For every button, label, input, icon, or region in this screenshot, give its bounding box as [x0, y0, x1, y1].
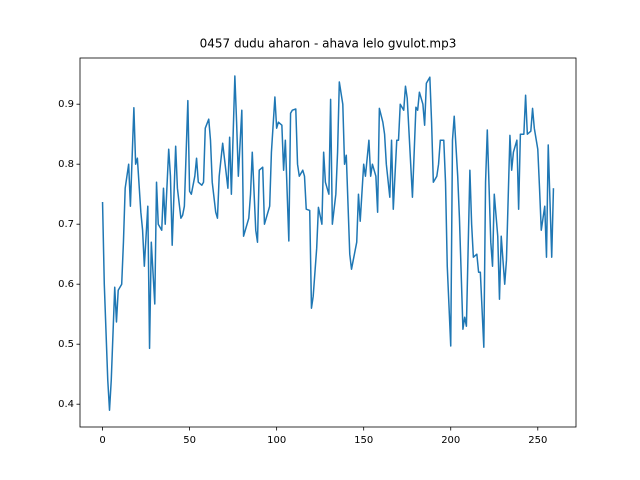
x-tick-label: 50: [183, 435, 196, 446]
x-tick-label: 200: [441, 435, 460, 446]
y-tick-label: 0.5: [58, 339, 74, 350]
plot-frame: [79, 57, 577, 428]
y-tick-label: 0.9: [58, 99, 74, 110]
y-tick-label: 0.6: [58, 279, 74, 290]
data-line: [101, 75, 555, 411]
y-tick-label: 0.7: [58, 219, 74, 230]
x-tick-label: 100: [267, 435, 286, 446]
x-tick-label: 250: [528, 435, 547, 446]
chart-title: 0457 dudu aharon - ahava lelo gvulot.mp3: [200, 37, 457, 51]
x-tick-label: 0: [99, 435, 105, 446]
y-tick-label: 0.4: [58, 399, 74, 410]
x-tick-label: 150: [354, 435, 373, 446]
y-tick-label: 0.8: [58, 159, 74, 170]
